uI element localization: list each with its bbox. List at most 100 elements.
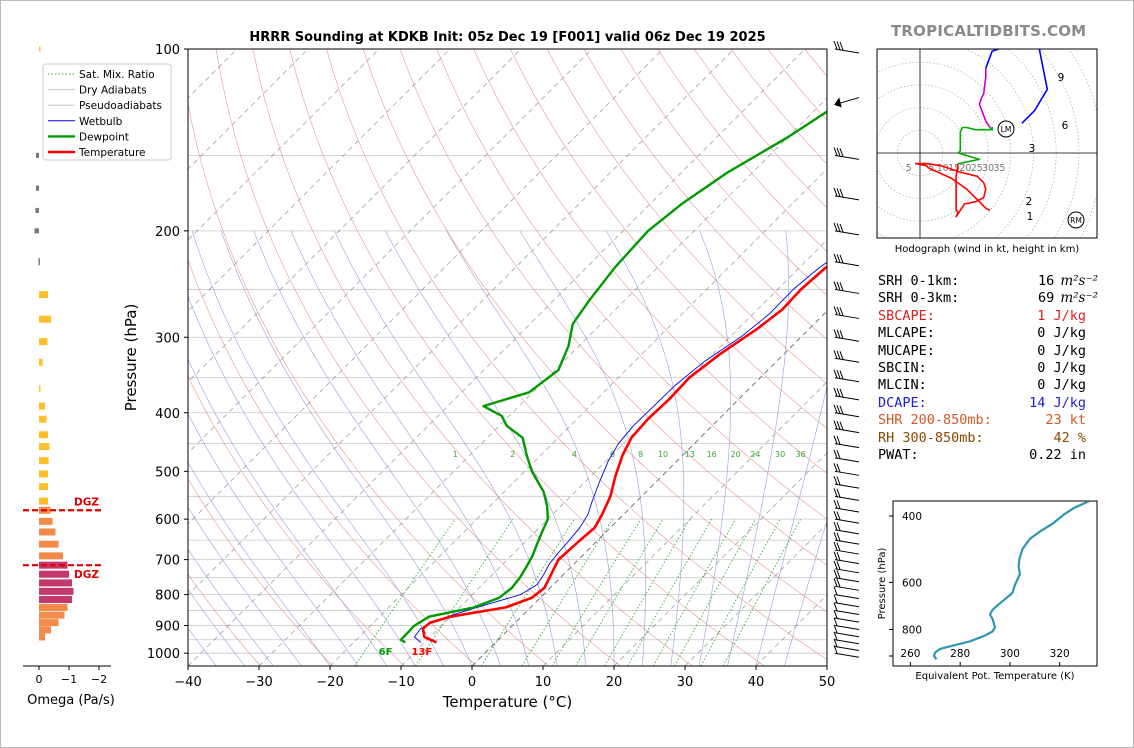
omega-bar xyxy=(39,443,50,451)
hodo-height-label: 9 xyxy=(1058,72,1065,84)
dry-adiabat xyxy=(362,49,827,613)
wind-barb xyxy=(833,404,860,418)
index-row: MUCAPE: 0 J/kg xyxy=(878,343,1098,360)
index-value: 1 J/kg xyxy=(1037,308,1086,325)
index-number: 1 J/kg xyxy=(1037,307,1086,324)
dewpoint-profile xyxy=(399,110,827,644)
wind-barb xyxy=(833,463,860,476)
legend-label: Dewpoint xyxy=(79,131,129,143)
dgz-label: DGZ xyxy=(74,569,99,581)
isotherm xyxy=(188,49,664,525)
x-tick-label: −10 xyxy=(387,675,414,690)
wind-barb xyxy=(833,645,860,658)
omega-bar xyxy=(39,619,59,627)
theta-e-y-tick-label: 400 xyxy=(902,511,922,523)
index-number: 69 xyxy=(1038,290,1055,307)
mixing-ratio-line xyxy=(575,518,664,666)
y-tick-label: 400 xyxy=(155,407,180,422)
x-tick-label: 20 xyxy=(606,675,623,690)
isotherm xyxy=(188,49,522,383)
hodo-height-label: 3 xyxy=(1029,143,1036,155)
theta-e-x-tick-label: 260 xyxy=(900,648,920,660)
mixing-ratio-label: 13 xyxy=(685,450,695,459)
dry-adiabat xyxy=(436,49,827,520)
dry-adiabat xyxy=(252,49,693,666)
theta-e-y-axis-label: Pressure (hPa) xyxy=(877,548,888,620)
mixing-ratio-label: 8 xyxy=(638,450,643,459)
mixing-ratio-label: 4 xyxy=(572,450,577,459)
mixing-ratio-line xyxy=(551,518,642,666)
hodo-height-label: 6 xyxy=(1062,120,1069,132)
wind-barb xyxy=(833,387,860,401)
pseudoadiabat xyxy=(188,548,274,666)
omega-bar xyxy=(39,402,45,410)
y-tick-label: 800 xyxy=(155,589,180,604)
pseudoadiabat xyxy=(188,295,416,666)
index-number: 0 J/kg xyxy=(1037,359,1086,376)
x-tick-label: 0 xyxy=(468,675,476,690)
pseudoadiabat xyxy=(220,230,473,666)
omega-bar xyxy=(39,291,48,299)
mixing-ratio-line xyxy=(521,518,613,666)
wind-barb xyxy=(833,369,860,383)
wind-barb xyxy=(833,306,860,319)
hodo-ring-label: 35 xyxy=(993,163,1005,174)
pseudoadiabat xyxy=(188,358,388,666)
skew-t-plot-area: 1 2 4 6 8 10 13 16 20 24 30 36 xyxy=(188,49,827,666)
wind-barb xyxy=(833,475,860,489)
pseudoadiabat xyxy=(605,230,685,666)
theta-e-area xyxy=(932,501,1090,660)
isotherm xyxy=(258,97,827,666)
legend-label: Dry Adiabats xyxy=(79,85,147,97)
index-label: MUCAPE: xyxy=(878,342,935,359)
pseudoadiabat xyxy=(334,230,558,666)
chart-title: HRRR Sounding at KDKB Init: 05z Dec 19 [… xyxy=(249,30,765,45)
pseudoadiabat xyxy=(784,519,827,666)
omega-bar xyxy=(38,258,40,266)
index-number: 0 J/kg xyxy=(1037,342,1086,359)
index-row: SBCAPE: 1 J/kg xyxy=(878,308,1098,325)
omega-bar xyxy=(39,626,51,634)
wind-barb xyxy=(833,541,860,555)
index-number: 0.22 in xyxy=(1029,446,1086,463)
pseudoadiabat xyxy=(188,461,331,666)
brand-watermark[interactable]: TROPICALTIDBITS.COM xyxy=(891,22,1087,40)
isotherm xyxy=(684,523,827,666)
legend-label: Temperature xyxy=(78,147,146,159)
omega-x-tick-label: 0 xyxy=(36,673,43,686)
wetbulb-profile xyxy=(413,261,827,643)
hodo-height-label: 1 xyxy=(1027,211,1034,223)
dry-adiabat xyxy=(583,49,827,340)
omega-bar xyxy=(39,517,53,525)
mixing-ratio-line xyxy=(604,518,691,666)
pseudoadiabat xyxy=(446,230,615,666)
hodo-segment xyxy=(914,162,991,218)
hodograph-caption: Hodograph (wind in kt, height in km) xyxy=(895,244,1080,255)
pseudoadiabat xyxy=(755,384,827,666)
mixing-ratio-label: 20 xyxy=(731,450,741,459)
x-tick-label: −20 xyxy=(316,675,343,690)
wind-barb xyxy=(833,617,860,631)
index-number: 16 xyxy=(1038,273,1055,289)
hodo-ring-label: 20 xyxy=(959,163,971,174)
hodo-segment xyxy=(978,68,991,128)
y-tick-label: 900 xyxy=(155,620,180,635)
dry-adiabat xyxy=(188,478,333,666)
wind-barb xyxy=(833,578,860,591)
mixing-ratio-label: 30 xyxy=(775,450,785,459)
isotherm xyxy=(471,310,827,666)
y-tick-label: 300 xyxy=(155,331,180,346)
skew-t-frame xyxy=(187,48,828,667)
hodograph-frame xyxy=(876,48,1098,239)
index-row: MLCAPE: 0 J/kg xyxy=(878,325,1098,342)
omega-bar xyxy=(39,358,43,366)
index-label: SHR 200-850mb: xyxy=(878,412,992,429)
isotherm xyxy=(188,49,806,666)
mixing-ratio-line xyxy=(480,518,575,666)
wind-barb xyxy=(833,222,860,236)
hodo-ring-label: 15 xyxy=(948,163,960,174)
